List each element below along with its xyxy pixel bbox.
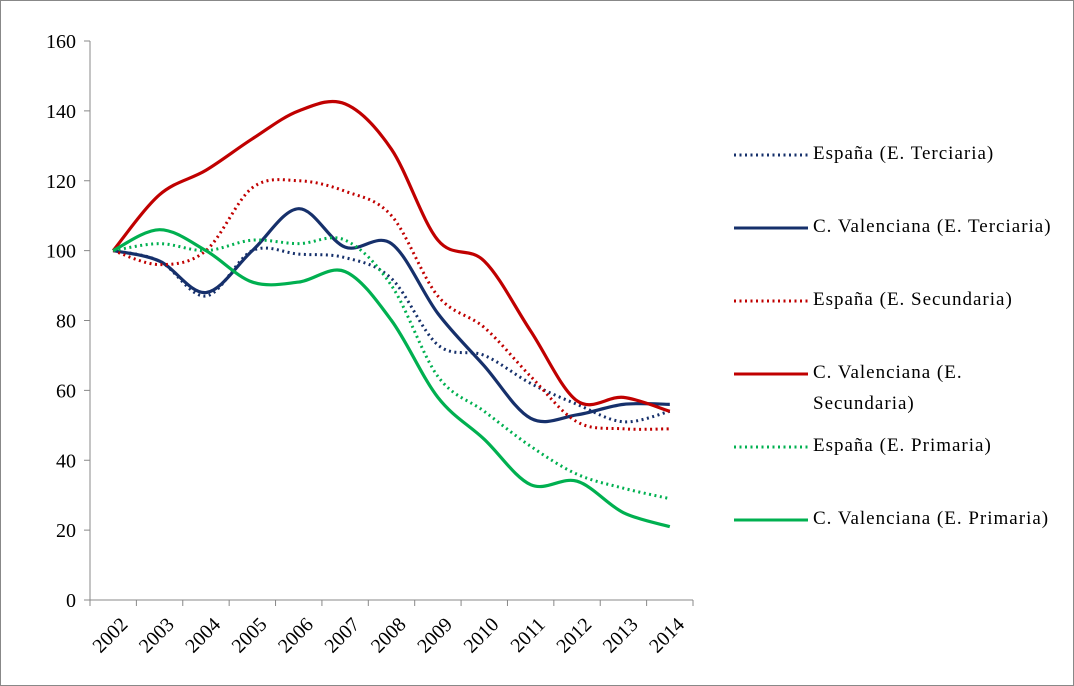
y-tick-label: 40 <box>56 450 76 472</box>
series-line <box>111 99 671 413</box>
legend-label: España (E. Secundaria) <box>813 289 1013 310</box>
y-tick-label: 60 <box>56 380 76 402</box>
legend-swatch <box>734 226 808 230</box>
legend-item: C. Valenciana (E. Terciaria) <box>733 211 1063 242</box>
legend-label: C. Valenciana (E. Terciaria) <box>813 216 1052 237</box>
y-tick-label: 80 <box>56 311 76 333</box>
series-line <box>112 228 671 529</box>
legend-label: C. Valenciana (E. Primaria) <box>813 508 1050 529</box>
y-tick-label: 100 <box>46 241 76 263</box>
legend-label: España (E. Terciaria) <box>813 143 995 164</box>
y-tick-label: 20 <box>56 520 76 542</box>
legend-item: España (E. Terciaria) <box>733 138 1063 169</box>
y-tick-label: 0 <box>66 590 76 612</box>
y-tick-label: 120 <box>46 171 76 193</box>
y-tick-label: 160 <box>46 31 76 53</box>
legend-swatch <box>734 372 808 376</box>
series-line <box>112 207 670 424</box>
legend-swatch <box>734 518 808 522</box>
y-tick-label: 140 <box>46 101 76 123</box>
legend-item: C. Valenciana (E. Primaria) <box>733 503 1063 534</box>
legend-swatch <box>734 299 808 303</box>
legend-item: España (E. Secundaria) <box>733 284 1063 315</box>
legend-swatch <box>734 445 808 449</box>
legend-swatch <box>734 153 808 157</box>
legend-item: C. Valenciana (E. Secundaria) <box>733 357 1063 419</box>
legend-item: España (E. Primaria) <box>733 430 1063 461</box>
legend-label: España (E. Primaria) <box>813 435 992 456</box>
legend-label: C. Valenciana (E. Secundaria) <box>813 362 963 414</box>
